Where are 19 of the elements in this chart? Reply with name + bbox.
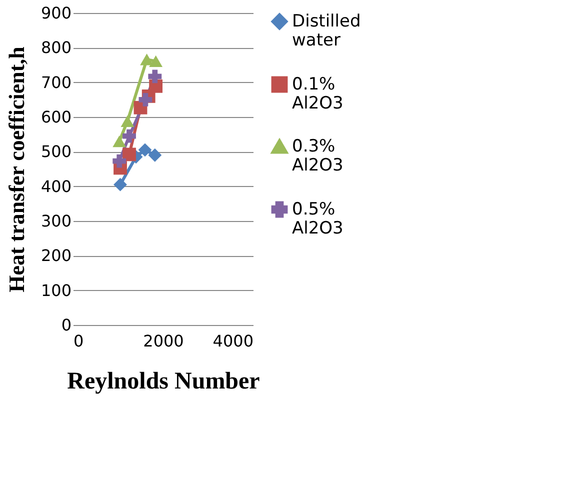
legend-label: 0.5% Al2O3 (292, 200, 344, 238)
x-tick-label: 4000 (212, 332, 254, 350)
x-axis-title: Reylnolds Number (67, 368, 260, 394)
y-tick-label: 200 (40, 246, 72, 266)
y-axis-title: Heat transfer coefficient,h (4, 46, 29, 292)
y-tick-label: 100 (40, 280, 72, 300)
x-tick-label: 2000 (143, 332, 184, 350)
y-tick-label: 500 (40, 142, 72, 162)
y-tick-label: 600 (40, 108, 72, 126)
x-tick-label: 0 (74, 332, 84, 350)
legend-label: 0.1% Al2O3 (292, 74, 344, 114)
y-tick-label: 400 (40, 176, 72, 196)
y-tick-label: 800 (40, 38, 72, 58)
y-tick-label: 900 (40, 4, 72, 22)
y-tick-label: 300 (40, 212, 72, 230)
legend-label: Distilled water (292, 12, 361, 50)
y-tick-label: 0 (61, 316, 72, 334)
legend-label: 0.3% Al2O3 (292, 136, 344, 176)
y-tick-label: 700 (40, 72, 72, 92)
